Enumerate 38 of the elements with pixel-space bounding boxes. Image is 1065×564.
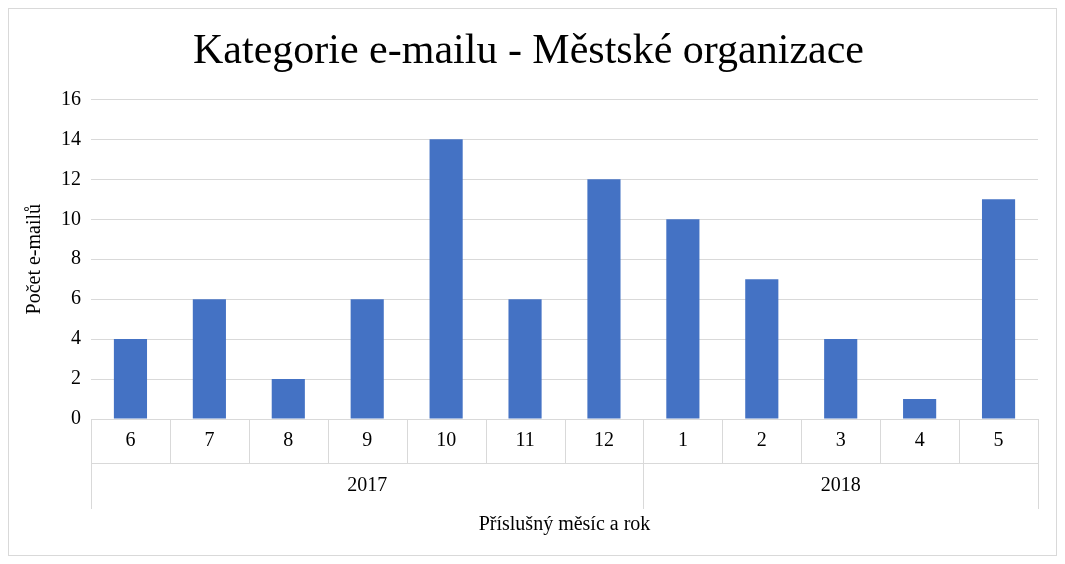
x-tick-label: 7: [204, 428, 215, 451]
x-tick-label: 9: [362, 428, 373, 451]
bar: [350, 299, 384, 419]
y-tick-label: 10: [61, 206, 81, 229]
x-tick-label: 3: [835, 428, 846, 451]
bar: [113, 339, 148, 419]
y-tick-label: 8: [71, 246, 81, 269]
x-tick-label: 5: [993, 428, 1004, 451]
bar: [429, 139, 463, 419]
chart-title: Kategorie e-mailu - Městské organizace: [193, 26, 864, 73]
bar: [587, 179, 621, 419]
bar: [981, 199, 1016, 419]
bar: [271, 379, 305, 419]
x-tick-label: 6: [125, 428, 136, 451]
y-axis-title: Počet e-mailů: [22, 203, 45, 315]
y-tick-label: 14: [61, 126, 81, 149]
bar: [666, 219, 700, 419]
text: 2018: [820, 473, 861, 496]
y-tick-label: 12: [61, 166, 81, 189]
x-axis-title: Příslušný měsíc a rok: [478, 512, 651, 536]
bar: [903, 399, 937, 419]
x-tick-label: 4: [914, 428, 925, 451]
x-tick-label: 10: [436, 428, 457, 451]
text: 2017: [347, 473, 388, 496]
bar: [508, 299, 542, 419]
y-tick-label: 6: [71, 286, 81, 309]
x-tick-label: 1: [677, 428, 688, 451]
x-tick-label: 2: [756, 428, 767, 451]
bar: [192, 299, 226, 419]
x-tick-label: 11: [515, 428, 535, 451]
y-tick-label: 4: [71, 326, 81, 349]
y-tick-label: 0: [71, 406, 81, 429]
bar: [745, 279, 779, 419]
y-tick-label: 16: [61, 86, 81, 109]
x-tick-label: 8: [283, 428, 294, 451]
x-tick-label: 12: [593, 428, 614, 451]
bar: [824, 339, 858, 419]
y-tick-label: 2: [71, 366, 81, 389]
